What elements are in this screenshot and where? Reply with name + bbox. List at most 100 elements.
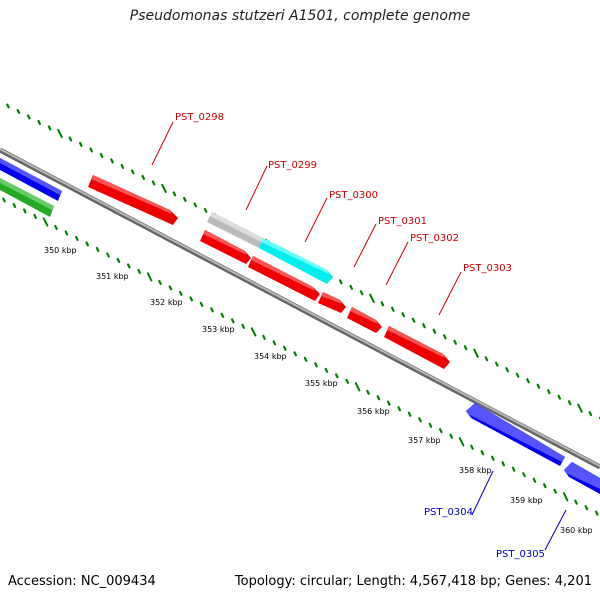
- minor-tick: [428, 422, 433, 428]
- gene-features[interactable]: [0, 158, 600, 494]
- scale-label: 357 kbp: [408, 436, 441, 445]
- minor-tick: [158, 279, 162, 285]
- minor-tick: [432, 328, 437, 334]
- gene-label-pst-0304[interactable]: PST_0304: [424, 507, 473, 518]
- scale-label: 359 kbp: [510, 496, 543, 505]
- minor-tick: [439, 428, 443, 434]
- minor-tick: [272, 340, 277, 346]
- gene-label-pst-0305[interactable]: PST_0305: [496, 549, 545, 560]
- minor-tick: [480, 450, 485, 456]
- minor-tick: [567, 400, 572, 406]
- scale-label: 350 kbp: [44, 246, 77, 255]
- minor-tick: [470, 444, 474, 450]
- minor-tick: [418, 417, 422, 423]
- gene-label-pst-0301[interactable]: PST_0301: [378, 216, 427, 227]
- minor-tick: [131, 169, 135, 175]
- genome-backbone: [0, 147, 600, 470]
- minor-tick: [179, 290, 183, 296]
- major-tick: [57, 128, 63, 139]
- major-tick: [369, 293, 375, 303]
- inner-tick-ring: [2, 197, 599, 516]
- minor-tick: [484, 356, 489, 362]
- leader-line: [438, 271, 462, 316]
- leader-line: [304, 197, 328, 243]
- minor-tick: [391, 306, 395, 312]
- minor-tick: [574, 499, 578, 505]
- scale-label: 356 kbp: [357, 407, 390, 416]
- forward-gene-labels: PST_0298 PST_0299 PST_0300 PST_0301 PST_…: [175, 112, 512, 274]
- major-tick: [42, 217, 49, 227]
- minor-tick: [542, 483, 547, 489]
- major-tick: [577, 403, 583, 413]
- scale-label: 352 kbp: [150, 298, 183, 307]
- genome-summary: Topology: circular; Length: 4,567,418 bp…: [234, 574, 592, 589]
- minor-tick: [324, 367, 329, 373]
- gene-feature[interactable]: [251, 256, 315, 291]
- minor-tick: [23, 208, 27, 214]
- minor-tick: [345, 378, 349, 384]
- minor-tick: [501, 461, 505, 467]
- gene-feature[interactable]: [88, 175, 178, 225]
- minor-tick: [449, 433, 453, 439]
- minor-tick: [47, 125, 52, 131]
- minor-tick: [27, 114, 31, 120]
- minor-tick: [526, 378, 530, 384]
- minor-tick: [6, 103, 10, 109]
- minor-tick: [199, 301, 204, 307]
- minor-tick: [536, 383, 541, 389]
- gene-label-pst-0302[interactable]: PST_0302: [410, 233, 459, 244]
- minor-tick: [588, 411, 593, 417]
- minor-tick: [314, 362, 318, 368]
- label-leader-lines: [151, 121, 567, 551]
- gene-label-pst-0298[interactable]: PST_0298: [175, 112, 224, 123]
- minor-tick: [137, 268, 141, 274]
- gene-label-pst-0303[interactable]: PST_0303: [463, 263, 512, 274]
- minor-tick: [241, 323, 245, 329]
- minor-tick: [505, 367, 509, 373]
- minor-tick: [106, 252, 110, 258]
- minor-tick: [407, 411, 412, 417]
- gene-feature[interactable]: [384, 326, 450, 369]
- major-tick: [562, 492, 569, 502]
- reverse-gene-labels: PST_0304 PST_0305: [424, 507, 545, 560]
- minor-tick: [110, 158, 114, 164]
- gene-feature[interactable]: [203, 230, 247, 255]
- minor-tick: [422, 323, 426, 329]
- minor-tick: [127, 263, 131, 269]
- minor-tick: [401, 312, 405, 318]
- minor-tick: [151, 180, 156, 186]
- gene-feature[interactable]: [387, 326, 445, 358]
- gene-label-pst-0300[interactable]: PST_0300: [329, 190, 378, 201]
- minor-tick: [411, 317, 416, 323]
- minor-tick: [339, 279, 343, 285]
- minor-tick: [116, 257, 121, 263]
- gene-feature[interactable]: [210, 212, 263, 242]
- minor-tick: [54, 224, 58, 230]
- scale-label: 351 kbp: [96, 272, 129, 281]
- gene-feature[interactable]: [321, 292, 342, 304]
- minor-tick: [522, 472, 526, 478]
- minor-tick: [231, 318, 235, 324]
- major-tick: [146, 272, 153, 282]
- minor-tick: [293, 351, 297, 357]
- minor-tick: [2, 197, 6, 203]
- minor-tick: [553, 488, 558, 494]
- major-tick: [354, 382, 361, 392]
- minor-tick: [12, 203, 17, 208]
- leader-line: [544, 509, 567, 551]
- gene-feature[interactable]: [466, 403, 565, 462]
- minor-tick: [168, 285, 173, 291]
- gene-feature[interactable]: [350, 307, 378, 324]
- minor-tick: [397, 406, 401, 412]
- gene-feature[interactable]: [261, 238, 329, 274]
- minor-tick: [359, 290, 364, 296]
- minor-tick: [594, 510, 599, 516]
- gene-label-pst-0299[interactable]: PST_0299: [268, 160, 317, 171]
- minor-tick: [262, 334, 266, 340]
- gene-feature[interactable]: [0, 178, 54, 210]
- minor-tick: [515, 372, 520, 378]
- gene-feature[interactable]: [0, 158, 62, 195]
- minor-tick: [85, 241, 90, 247]
- gene-feature[interactable]: [91, 175, 172, 214]
- gene-feature[interactable]: [564, 462, 600, 489]
